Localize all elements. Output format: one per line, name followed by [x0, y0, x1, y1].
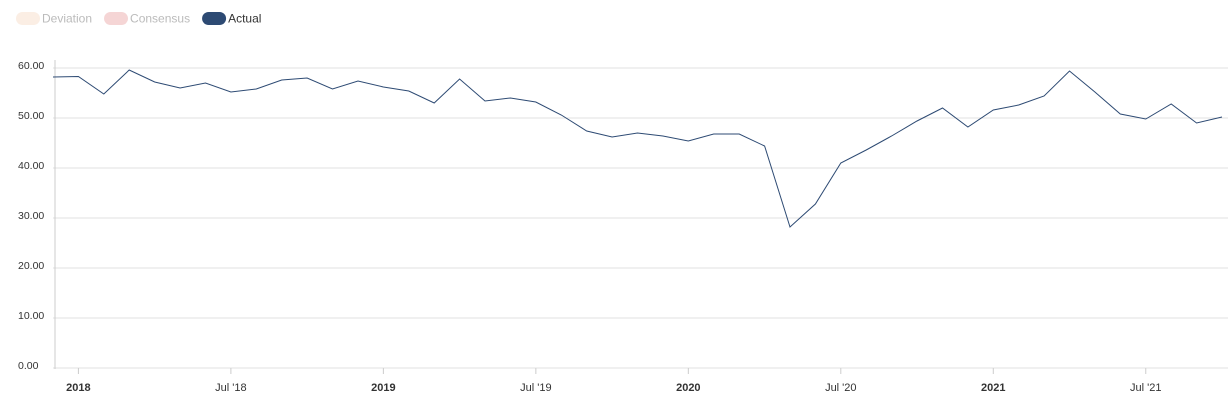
legend-swatch[interactable]: [16, 12, 40, 25]
legend-label[interactable]: Consensus: [130, 12, 190, 26]
y-tick-label: 20.00: [18, 260, 44, 272]
y-tick-label: 30.00: [18, 210, 44, 222]
y-tick-label: 60.00: [18, 60, 44, 72]
x-tick-label: 2020: [676, 382, 700, 394]
x-tick-label: Jul '21: [1130, 382, 1161, 394]
x-tick-label: 2021: [981, 382, 1005, 394]
x-tick-label: Jul '18: [215, 382, 246, 394]
legend-swatch[interactable]: [202, 12, 227, 25]
legend-label[interactable]: Actual: [228, 12, 261, 26]
y-tick-label: 50.00: [18, 110, 44, 122]
y-tick-label: 10.00: [18, 310, 44, 322]
legend-label[interactable]: Deviation: [42, 12, 92, 26]
y-tick-label: 40.00: [18, 160, 44, 172]
legend-swatch[interactable]: [104, 12, 129, 25]
x-tick-label: Jul '19: [520, 382, 551, 394]
y-tick-label: 0.00: [18, 360, 39, 372]
x-tick-label: Jul '20: [825, 382, 856, 394]
series-line: [52, 69, 1223, 228]
x-tick-label: 2019: [371, 382, 395, 394]
x-tick-label: 2018: [66, 382, 90, 394]
